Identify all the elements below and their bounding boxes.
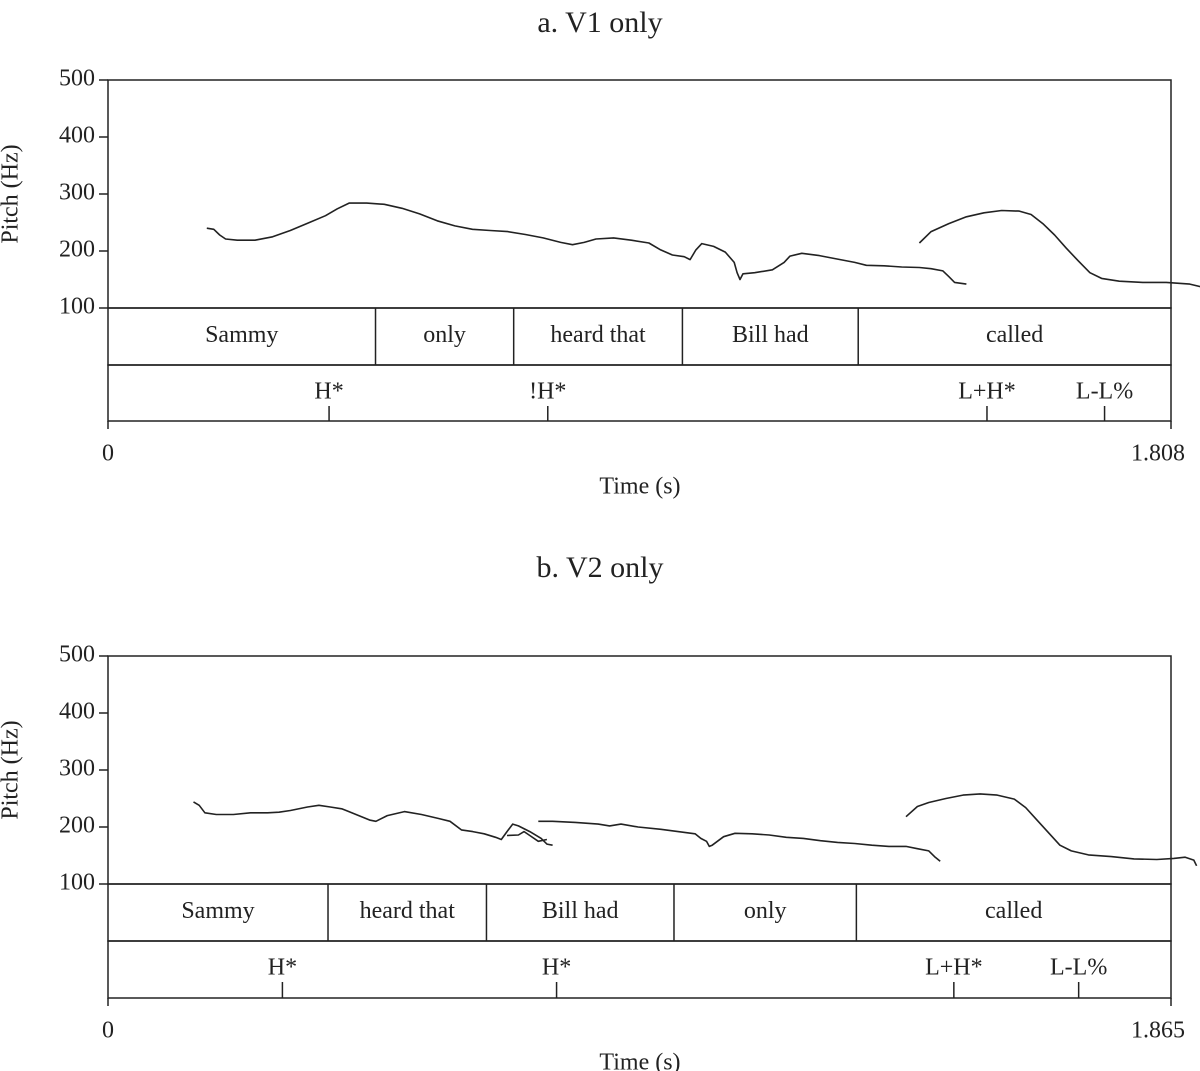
word-label: called (986, 322, 1043, 348)
x-axis-label: Time (s) (599, 1050, 680, 1071)
x-axis-label: Time (s) (599, 474, 680, 500)
x-tick-label-end: 1.808 (1131, 441, 1185, 467)
word-label: Bill had (542, 898, 619, 924)
tone-label: !H* (529, 379, 566, 405)
y-tick-label: 100 (59, 870, 95, 896)
chart-title: b. V2 only (537, 551, 664, 584)
word-label: called (985, 898, 1042, 924)
pitch-contour-segment (905, 793, 1198, 867)
pitch-contour-segment (538, 820, 941, 862)
y-axis-label: Pitch (Hz) (0, 720, 24, 819)
x-tick-label-end: 1.865 (1131, 1018, 1185, 1044)
word-label: Sammy (205, 322, 278, 348)
y-tick-label: 200 (59, 813, 95, 839)
pitch-contour-segment (206, 202, 967, 285)
y-tick-label: 400 (59, 123, 95, 149)
y-tick-label: 300 (59, 756, 95, 782)
y-tick-label: 400 (59, 699, 95, 725)
word-label: only (744, 898, 787, 924)
tone-tier-frame (107, 364, 1172, 422)
word-label: only (423, 322, 466, 348)
chart-panel-1: a. V1 only 500 400 300 200 100 Pitch (Hz) 0 1.80… (0, 6, 1200, 500)
tone-label: L+H* (958, 379, 1016, 405)
pitch-plot-frame (107, 655, 1172, 885)
tone-label: H* (542, 955, 571, 981)
tone-label: H* (268, 955, 297, 981)
chart-panel-2: b. V2 only 500 400 300 200 100 Pitch (Hz) 0 1.86… (0, 551, 1198, 1071)
chart-title: a. V1 only (537, 6, 662, 39)
tone-label: L-L% (1050, 955, 1107, 981)
pitch-contour-segment (506, 830, 548, 843)
word-label: heard that (550, 322, 646, 348)
tone-label: L-L% (1076, 379, 1133, 405)
tone-tier-frame (107, 940, 1172, 999)
x-tick-label-start: 0 (102, 1018, 114, 1044)
y-tick-label: 500 (59, 66, 95, 92)
y-tick-label: 300 (59, 180, 95, 206)
pitch-contour-segment (193, 801, 553, 846)
word-label: Sammy (181, 898, 254, 924)
x-tick-label-start: 0 (102, 441, 114, 467)
tone-label: L+H* (925, 955, 983, 981)
word-label: Bill had (732, 322, 809, 348)
word-label: heard that (360, 898, 456, 924)
pitch-contour-segment (918, 209, 1200, 288)
y-axis-label: Pitch (Hz) (0, 144, 24, 243)
y-tick-label: 200 (59, 237, 95, 263)
y-tick-label: 100 (59, 294, 95, 320)
tone-label: H* (314, 379, 343, 405)
y-tick-label: 500 (59, 642, 95, 668)
pitch-plot-frame (107, 79, 1172, 309)
